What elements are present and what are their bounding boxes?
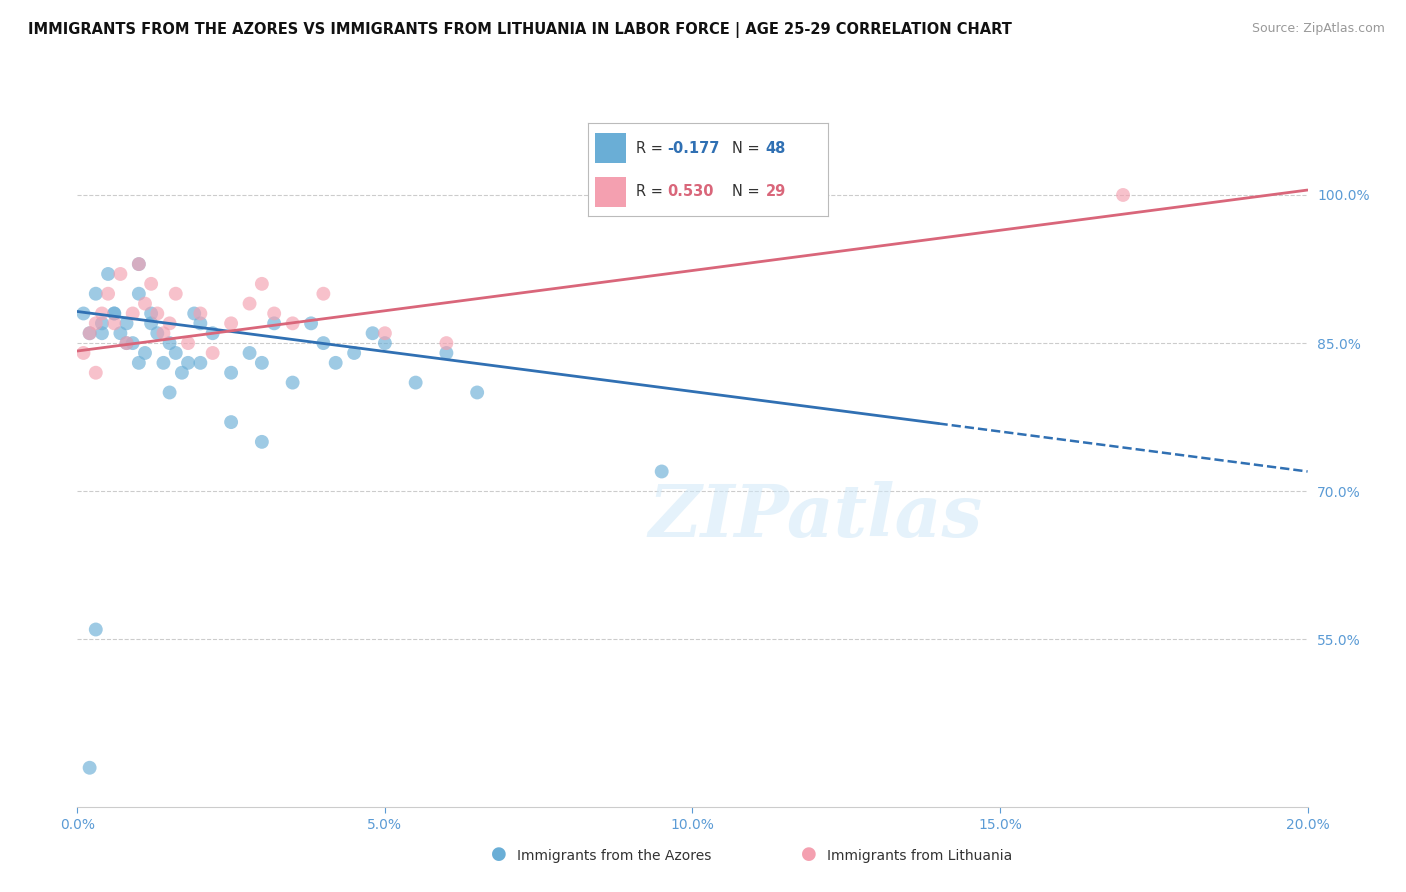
Text: ZIPatlas: ZIPatlas: [648, 482, 983, 552]
Point: [134, 346, 156, 360]
Point: [79, 761, 101, 775]
Point: [188, 356, 212, 370]
Point: [219, 366, 242, 380]
Point: [84, 623, 107, 637]
Point: [141, 277, 163, 291]
Point: [152, 356, 174, 370]
Point: [651, 465, 673, 479]
Point: [79, 326, 101, 341]
Point: [436, 346, 458, 360]
Point: [405, 376, 427, 390]
Point: [165, 346, 187, 360]
Point: [281, 376, 304, 390]
Point: [343, 346, 366, 360]
Point: [177, 356, 200, 370]
Point: [374, 336, 396, 351]
Point: [128, 286, 150, 301]
Text: ●: ●: [800, 846, 817, 863]
Point: [115, 336, 138, 351]
Point: [128, 257, 150, 271]
Point: [188, 306, 212, 320]
Point: [250, 356, 273, 370]
Point: [299, 317, 322, 331]
Point: [165, 286, 187, 301]
Point: [97, 286, 120, 301]
Point: [312, 336, 335, 351]
Point: [146, 306, 169, 320]
Point: [115, 317, 138, 331]
Point: [115, 336, 138, 351]
Point: [141, 317, 163, 331]
Point: [263, 317, 285, 331]
Point: [110, 267, 132, 281]
Point: [219, 415, 242, 429]
Point: [84, 366, 107, 380]
Point: [436, 336, 458, 351]
Point: [239, 296, 262, 310]
Point: [201, 346, 224, 360]
Point: [250, 277, 273, 291]
Point: [128, 257, 150, 271]
Point: [219, 317, 242, 331]
Point: [103, 306, 125, 320]
Point: [146, 326, 169, 341]
Text: IMMIGRANTS FROM THE AZORES VS IMMIGRANTS FROM LITHUANIA IN LABOR FORCE | AGE 25-: IMMIGRANTS FROM THE AZORES VS IMMIGRANTS…: [28, 22, 1012, 38]
Text: Source: ZipAtlas.com: Source: ZipAtlas.com: [1251, 22, 1385, 36]
Text: Immigrants from the Azores: Immigrants from the Azores: [517, 849, 711, 863]
Point: [90, 317, 114, 331]
Point: [103, 317, 125, 331]
Point: [90, 326, 114, 341]
Point: [84, 317, 107, 331]
Point: [159, 385, 181, 400]
Point: [325, 356, 347, 370]
Point: [121, 336, 143, 351]
Point: [361, 326, 384, 341]
Point: [134, 296, 156, 310]
Point: [110, 326, 132, 341]
Point: [103, 306, 125, 320]
Text: Immigrants from Lithuania: Immigrants from Lithuania: [827, 849, 1012, 863]
Point: [281, 317, 304, 331]
Point: [141, 306, 163, 320]
Point: [84, 286, 107, 301]
Point: [177, 336, 200, 351]
Point: [188, 317, 212, 331]
Point: [90, 306, 114, 320]
Point: [263, 306, 285, 320]
Point: [72, 306, 94, 320]
Point: [152, 326, 174, 341]
Point: [183, 306, 205, 320]
Point: [79, 326, 101, 341]
Point: [312, 286, 335, 301]
Point: [465, 385, 488, 400]
Point: [170, 366, 193, 380]
Point: [374, 326, 396, 341]
Point: [128, 356, 150, 370]
Point: [121, 306, 143, 320]
Text: ●: ●: [491, 846, 508, 863]
Point: [250, 434, 273, 449]
Point: [159, 317, 181, 331]
Point: [1112, 188, 1135, 202]
Point: [159, 336, 181, 351]
Point: [72, 346, 94, 360]
Point: [97, 267, 120, 281]
Point: [239, 346, 262, 360]
Point: [201, 326, 224, 341]
